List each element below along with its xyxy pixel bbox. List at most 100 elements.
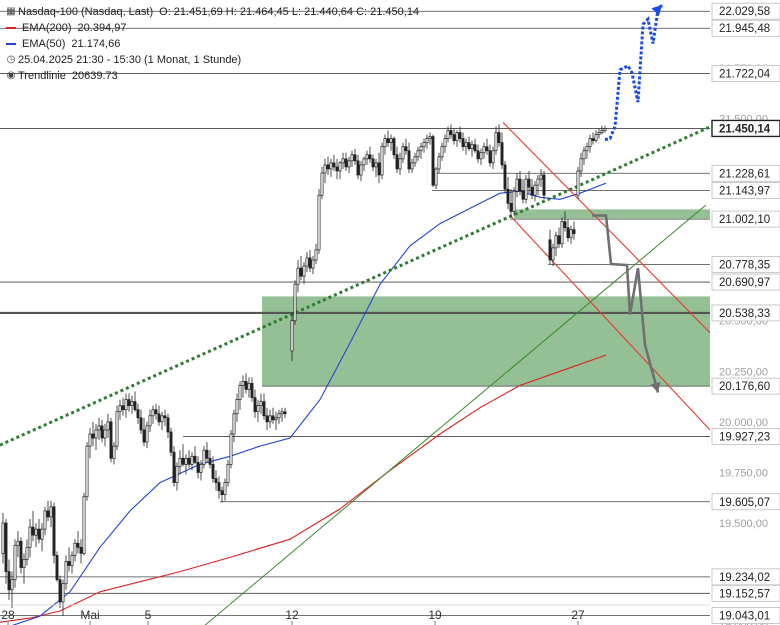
ema200-line [0,354,607,623]
candle-body [476,150,480,160]
trendline-label: Trendlinie [18,70,66,82]
candle-body [308,257,312,269]
candle-body [118,405,122,413]
candle-body [1,522,5,554]
price-badge [711,119,780,138]
candle-body [214,478,218,483]
candle-body [374,162,378,168]
price-badge [711,255,780,273]
x-tick-label: 28 [1,608,15,622]
candle-body [296,267,300,285]
candle-body [591,138,595,141]
candle-body [250,383,254,398]
candle-body [157,413,161,423]
ema200-value: 20.394,97 [77,22,127,34]
candle-body [383,138,387,148]
candle-body [440,146,444,158]
candle-body [563,221,567,228]
ohlc-values: O: 21.451,69 H: 21.464,45 L: 21.440,64 C… [159,6,420,18]
legend-ema200-row[interactable]: EMA(200) 20.394,97 [4,20,419,36]
candle-body [320,172,324,196]
candle-body [521,190,525,200]
candle-body [603,128,607,131]
legend-title-row: ▦ Nasdaq-100 (Nasdaq, Last) O: 21.451,69… [4,4,419,20]
candle-body [542,174,546,196]
candle-body [470,144,474,150]
candle-body [455,132,459,141]
candle-body [253,397,257,413]
x-tick-label: 27 [571,608,585,622]
candle-body [97,425,101,431]
candle-body [446,130,450,139]
candle-body [389,138,393,143]
legend-trendline-row[interactable]: ◉ Trendlinie 20639.73 [4,68,419,84]
candle-body [10,579,14,591]
candle-body [145,425,149,443]
target-icon: ◉ [6,70,16,81]
candle-body [410,162,414,170]
candle-body [407,150,411,170]
candle-body [67,561,71,566]
candle-body [244,381,248,390]
candle-body [560,221,564,245]
candle-body [115,411,119,447]
candle-body [277,413,281,419]
price-badge-label: 19.927,23 [719,432,770,444]
legend-ema50-row[interactable]: EMA(50) 21.174,66 [4,36,419,52]
candle-body [169,431,173,453]
candle-body [449,130,453,135]
candle-body [425,138,429,143]
candle-body [494,132,498,152]
price-badge-label: 21.945,48 [719,23,770,35]
price-badge [711,65,780,82]
candle-body [485,146,489,152]
candle-body [91,433,95,439]
candle-body [235,399,239,415]
candle-body [247,383,251,390]
candle-body [70,555,74,566]
candle-body [588,138,592,148]
price-badge [711,584,780,602]
candle-body [4,522,8,572]
candle-body [326,164,330,170]
price-badge-label: 21.002,10 [719,214,770,226]
candle-body [16,540,20,546]
candle-body [572,229,576,235]
candle-body [226,463,230,483]
candle-body [527,178,531,188]
candle-body [311,259,315,269]
chart-type-icon[interactable]: ▦ [6,6,16,17]
candle-body [506,188,510,204]
candle-body [582,150,586,160]
candle-body [500,142,504,166]
price-badge [711,304,780,322]
y-axis: 19.000,0019.250,0019.500,0019.750,0020.0… [711,2,780,625]
candle-body [94,429,98,439]
candle-body [139,417,143,431]
bullish-scenario-path [604,4,664,142]
trendline-value: 20639.73 [71,70,118,82]
candle-body [419,146,423,152]
x-tick-label: 19 [428,608,442,622]
price-badge [711,607,780,624]
candle-body [293,283,297,322]
candle-body [148,415,152,427]
price-badge-label: 20.176,60 [719,381,770,393]
candle-body [368,154,372,160]
candle-body [458,132,462,139]
candle-body [597,132,601,135]
candle-body [217,482,221,492]
candle-body [533,184,537,196]
candle-body [40,528,44,540]
candle-body [392,138,396,156]
price-badge [711,19,780,37]
candle-body [509,202,513,212]
candle-body [317,194,321,251]
candle-body [302,265,306,277]
candle-body [488,150,492,164]
candle-body [594,134,598,141]
ema50-swatch [6,43,16,45]
legend-period-row: ◷ 25.04.2025 21:30 - 15:30 (1 Monat, 1 S… [4,52,419,68]
candle-body [43,510,47,530]
